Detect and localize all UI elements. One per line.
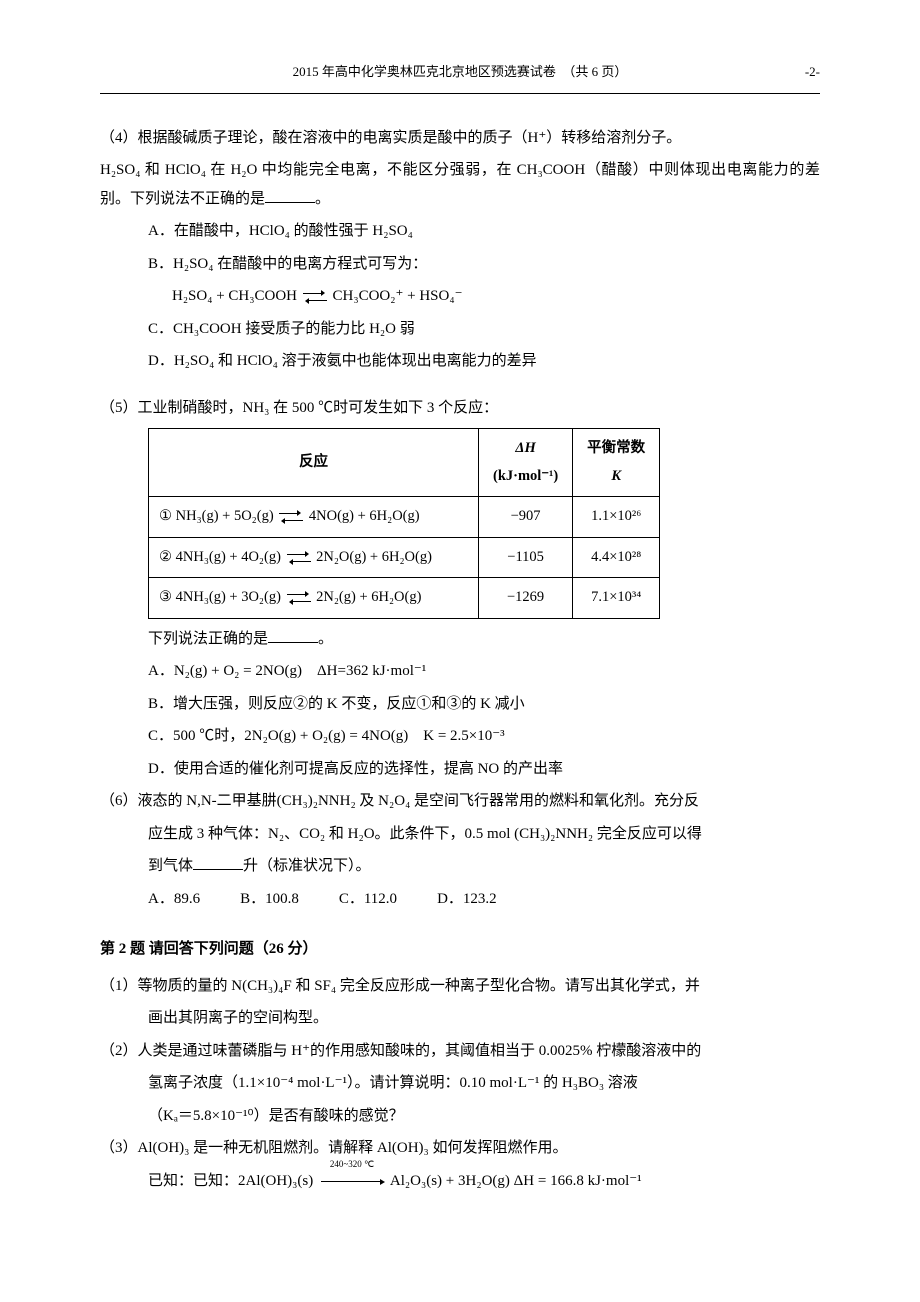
- q6-option-d: D．123.2: [437, 885, 497, 914]
- header-rule: [100, 93, 820, 94]
- s2-q2-line1: （2）人类是通过味蕾磷脂与 H⁺的作用感知酸味的，其阈值相当于 0.0025% …: [130, 1037, 820, 1066]
- q6-line3: 到气体升（标准状况下）。: [148, 852, 820, 881]
- cell-dH-1: −907: [479, 497, 573, 538]
- s2-q1-line2: 画出其阴离子的空间构型。: [148, 1004, 820, 1033]
- cell-K-3: 7.1×10³⁴: [573, 578, 660, 619]
- cell-reaction-1: ① NH₃(g) + 5O₂(g) 4NO(g) + 6H₂O(g): [149, 497, 479, 538]
- th-deltaH: ΔH (kJ·mol⁻¹): [479, 429, 573, 497]
- q4-option-b: B．H₂SO₄ 在醋酸中的电离方程式可写为：: [148, 250, 820, 279]
- q5-option-b: B．增大压强，则反应②的 K 不变，反应①和③的 K 减小: [148, 690, 820, 719]
- q6-line1: （6）液态的 N,N-二甲基肼(CH₃)₂NNH₂ 及 N₂O₄ 是空间飞行器常…: [130, 787, 820, 816]
- equilibrium-arrow-icon: [285, 552, 313, 564]
- reaction-table: 反应 ΔH (kJ·mol⁻¹) 平衡常数 K ① NH₃(g) + 5O₂(g…: [148, 428, 660, 619]
- q4-option-a: A．在醋酸中，HClO₄ 的酸性强于 H₂SO₄: [148, 217, 820, 246]
- table-row: ① NH₃(g) + 5O₂(g) 4NO(g) + 6H₂O(g) −907 …: [149, 497, 660, 538]
- equilibrium-arrow-icon: [301, 291, 329, 303]
- blank-field: [265, 188, 315, 203]
- q6-line2: 应生成 3 种气体：N₂、CO₂ 和 H₂O。此条件下，0.5 mol (CH₃…: [148, 820, 820, 849]
- th-reaction: 反应: [149, 429, 479, 497]
- table-header-row: 反应 ΔH (kJ·mol⁻¹) 平衡常数 K: [149, 429, 660, 497]
- blank-field: [193, 855, 243, 870]
- equilibrium-arrow-icon: [285, 592, 313, 604]
- s2-q1-line1: （1）等物质的量的 N(CH₃)₄F 和 SF₄ 完全反应形成一种离子型化合物。…: [130, 972, 820, 1001]
- q4-option-c: C．CH₃COOH 接受质子的能力比 H₂O 弱: [148, 315, 820, 344]
- cell-reaction-2: ② 4NH₃(g) + 4O₂(g) 2N₂O(g) + 6H₂O(g): [149, 537, 479, 578]
- page-header: 2015 年高中化学奥林匹克北京地区预选赛试卷 （共 6 页） -2-: [100, 60, 820, 85]
- section2-title: 第 2 题 请回答下列问题（26 分）: [100, 935, 820, 964]
- q4-intro-line1: （4）根据酸碱质子理论，酸在溶液中的电离实质是酸中的质子（H⁺）转移给溶剂分子。: [100, 124, 820, 153]
- reaction-arrow-icon: 240~320 ℃: [317, 1167, 387, 1196]
- q4-option-d: D．H₂SO₄ 和 HClO₄ 溶于液氨中也能体现出电离能力的差异: [148, 347, 820, 376]
- cell-dH-2: −1105: [479, 537, 573, 578]
- cell-K-2: 4.4×10²⁸: [573, 537, 660, 578]
- blank-field: [268, 628, 318, 643]
- table-row: ② 4NH₃(g) + 4O₂(g) 2N₂O(g) + 6H₂O(g) −11…: [149, 537, 660, 578]
- q5-option-c: C．500 ℃时，2N₂O(g) + O₂(g) = 4NO(g) K = 2.…: [148, 722, 820, 751]
- cell-dH-3: −1269: [479, 578, 573, 619]
- page-number: -2-: [805, 60, 820, 85]
- q5-intro: （5）工业制硝酸时，NH₃ 在 500 ℃时可发生如下 3 个反应：: [100, 394, 820, 423]
- th-K: 平衡常数 K: [573, 429, 660, 497]
- q6-options: A．89.6 B．100.8 C．112.0 D．123.2: [148, 885, 820, 914]
- cell-reaction-3: ③ 4NH₃(g) + 3O₂(g) 2N₂(g) + 6H₂O(g): [149, 578, 479, 619]
- cell-K-1: 1.1×10²⁶: [573, 497, 660, 538]
- q5-option-d: D．使用合适的催化剂可提高反应的选择性，提高 NO 的产出率: [148, 755, 820, 784]
- q6-option-b: B．100.8: [240, 885, 299, 914]
- q5-after: 下列说法正确的是。: [148, 625, 820, 654]
- q4-option-b-equation: H₂SO₄ + CH₃COOH CH₃COO₂⁺ + HSO₄⁻: [172, 282, 820, 311]
- q6-option-a: A．89.6: [148, 885, 200, 914]
- q4-intro-line2: H₂SO₄ 和 HClO₄ 在 H₂O 中均能完全电离，不能区分强弱，在 CH₃…: [100, 156, 820, 213]
- q6-option-c: C．112.0: [339, 885, 397, 914]
- equilibrium-arrow-icon: [277, 511, 305, 523]
- s2-q3-line2: 已知：已知：2Al(OH)₃(s) 240~320 ℃ Al₂O₃(s) + 3…: [148, 1167, 820, 1196]
- header-text: 2015 年高中化学奥林匹克北京地区预选赛试卷 （共 6 页）: [293, 64, 628, 79]
- table-row: ③ 4NH₃(g) + 3O₂(g) 2N₂(g) + 6H₂O(g) −126…: [149, 578, 660, 619]
- s2-q2-line2: 氢离子浓度（1.1×10⁻⁴ mol·L⁻¹）。请计算说明：0.10 mol·L…: [148, 1069, 820, 1098]
- q5-option-a: A．N₂(g) + O₂ = 2NO(g) ΔH=362 kJ·mol⁻¹: [148, 657, 820, 686]
- s2-q3-line1: （3）Al(OH)₃ 是一种无机阻燃剂。请解释 Al(OH)₃ 如何发挥阻燃作用…: [130, 1134, 820, 1163]
- s2-q2-line3: （Kₐ＝5.8×10⁻¹⁰）是否有酸味的感觉？: [148, 1102, 820, 1131]
